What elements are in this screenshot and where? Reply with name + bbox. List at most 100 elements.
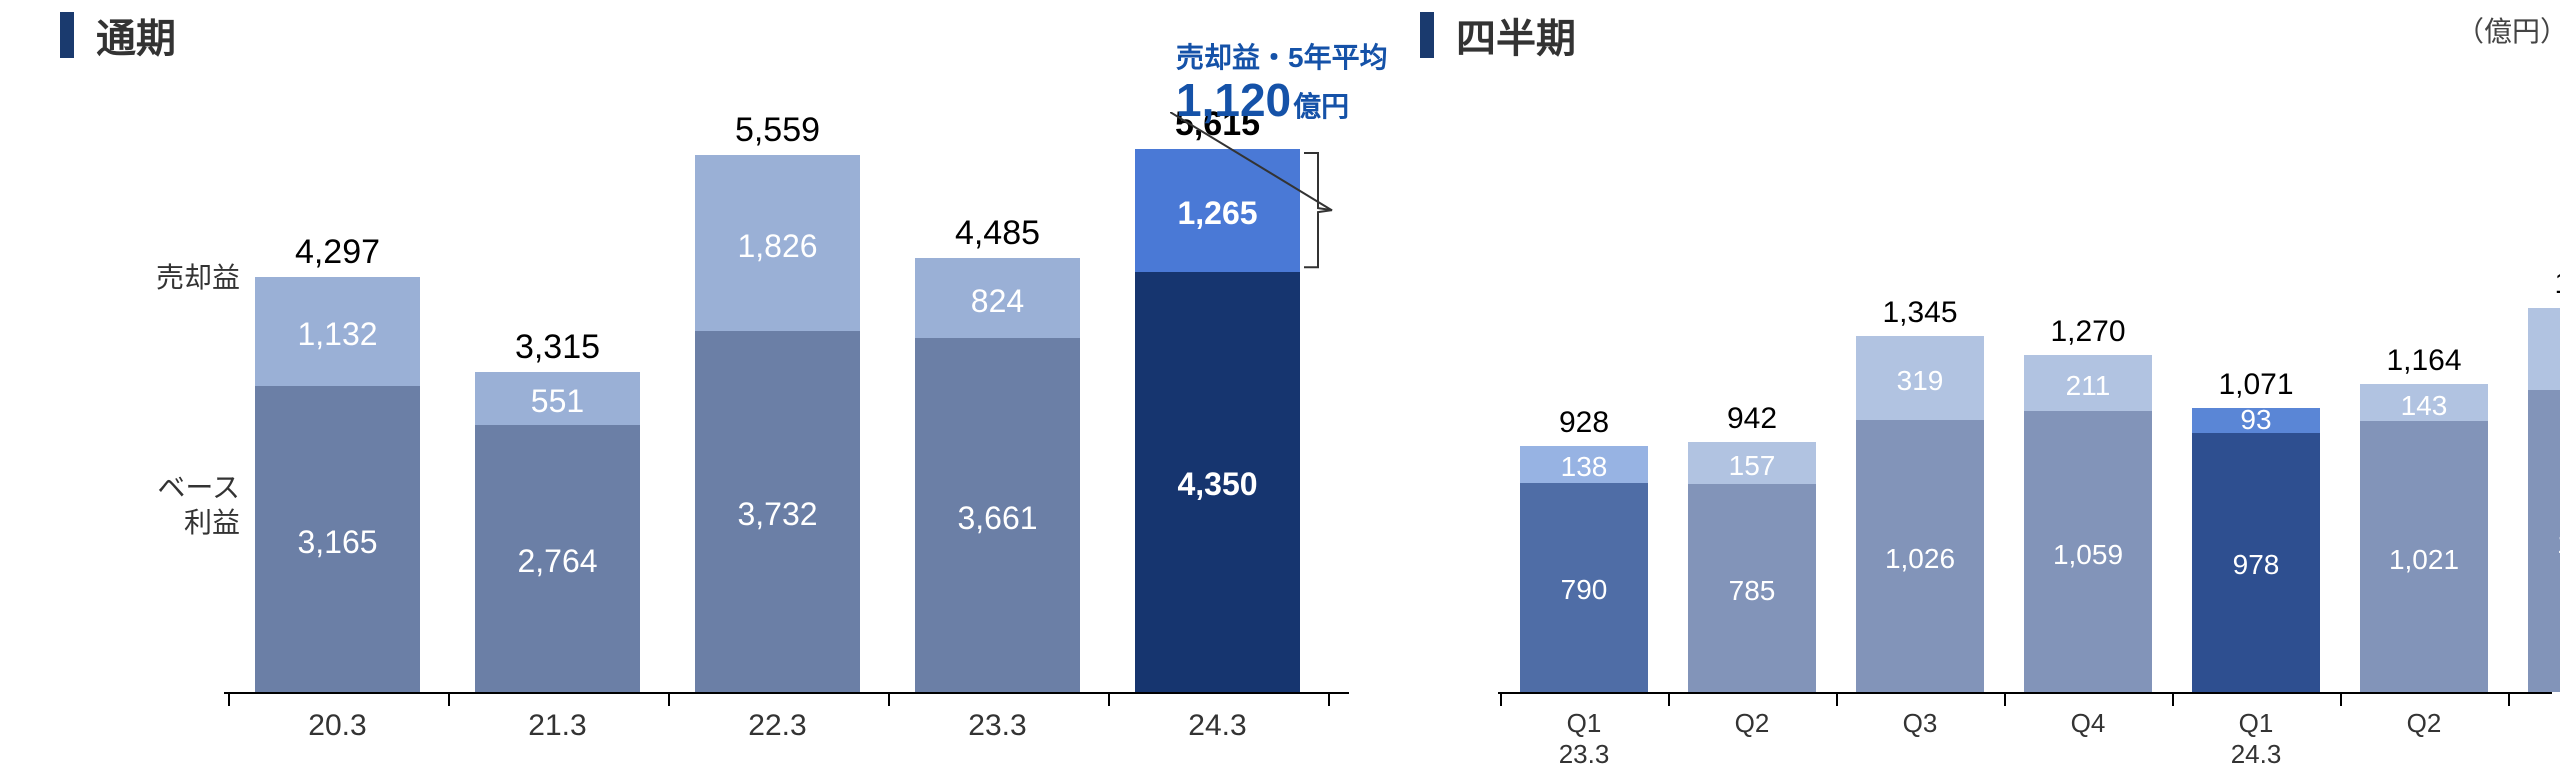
left-chart-segment: 3,661 [915, 338, 1080, 692]
left-chart-total-label: 4,297 [255, 233, 420, 272]
axis-line1: 20.3 [308, 708, 366, 744]
right-chart-axis-tick [1836, 692, 1838, 706]
left_chart-title-text: 通期 [96, 6, 176, 64]
right-chart-segment: 978 [2192, 433, 2320, 692]
axis-line2: 24.3 [2231, 739, 2282, 770]
right-chart-total-label: 1,345 [1856, 296, 1984, 330]
right-chart-axis-label: Q123.3 [1520, 708, 1648, 770]
right-chart-segment: 1,026 [1856, 420, 1984, 692]
right-chart-axis-label: 3Q [2528, 708, 2560, 770]
left-chart-bar: 4,485 824 3,661 [915, 112, 1080, 692]
right-chart-segment-value: 138 [1520, 445, 1648, 483]
right-chart-segment-value: 157 [1688, 444, 1816, 482]
right-chart-segment-value: 309 [2528, 330, 2560, 368]
right-chart-axis-label: Q3 [1856, 708, 1984, 770]
left-chart-bar: 4,297 1,132 3,165 [255, 112, 420, 692]
callout-line1: 売却益・5年平均 [1176, 42, 1388, 74]
right-chart-segment-value: 93 [2192, 408, 2320, 433]
left-chart-segment-value: 824 [915, 277, 1080, 320]
right-chart-axis-tick [2004, 692, 2006, 706]
right-chart-axis-tick [2172, 692, 2174, 706]
right-chart-axis-tick [1668, 692, 1670, 706]
right-chart-total-label: 1,270 [2024, 315, 2152, 349]
right-chart-total-label: 1,071 [2192, 368, 2320, 402]
left-chart-axis-labels: 20.321.322.323.324.3 [255, 708, 1300, 744]
left-chart-segment: 551 [475, 372, 640, 425]
axis-line2 [1748, 739, 1755, 770]
right-chart-total-label: 942 [1688, 402, 1816, 436]
axis-line1: Q1 [1567, 708, 1602, 739]
left-chart-segment-value: 551 [475, 377, 640, 420]
left-chart-plot: 4,2971,1323,1653,3155512,7645,5591,8263,… [255, 112, 1300, 692]
left-chart-axis-tick [888, 692, 890, 706]
axis-line1: Q4 [2071, 708, 2106, 739]
left-chart-segment: 3,165 [255, 386, 420, 692]
left-chart-axis-tick [448, 692, 450, 706]
right-chart-plot: 9281387909421577851,3453191,0261,2702111… [1520, 162, 2560, 692]
right-chart-axis-tick [2340, 692, 2342, 706]
accent-bar-icon [60, 12, 74, 58]
left-chart-total-label: 4,485 [915, 214, 1080, 253]
axis-line1: 21.3 [528, 708, 586, 744]
right-chart-segment: 211 [2024, 355, 2152, 411]
callout-line2: 1,120億円 [1176, 74, 1388, 127]
left-chart-total-label: 3,315 [475, 328, 640, 367]
left-chart-bar: 3,3155512,764 [475, 112, 640, 692]
right-chart-segment-value: 1,026 [1856, 537, 1984, 575]
right-chart-axis-label: Q4 [2024, 708, 2152, 770]
right_chart-title: 四半期 [1420, 6, 1576, 64]
right-chart-segment: 157 [1688, 442, 1816, 484]
right-chart-axis-label: Q124.3 [2192, 708, 2320, 770]
right-chart-axis-line [1498, 692, 2552, 694]
right-chart-axis-label: Q2 [2360, 708, 2488, 770]
left-chart-axis-tick [1328, 692, 1330, 706]
right-chart-bar: 1,164 143 1,021 [2360, 162, 2488, 692]
right-chart-segment: 143 [2360, 384, 2488, 422]
right-chart-total-label: 1,164 [2360, 344, 2488, 378]
right_chart-title-text: 四半期 [1456, 6, 1576, 64]
right-chart-total-label: 1,451 [2528, 267, 2560, 301]
right-chart-segment-value: 1,021 [2360, 538, 2488, 576]
left-chart-axis-tick [668, 692, 670, 706]
right-chart-segment: 319 [1856, 336, 1984, 421]
right-chart-segment: 785 [1688, 484, 1816, 692]
left-chart-segment: 824 [915, 258, 1080, 338]
left-chart-total-label: 5,559 [695, 111, 860, 150]
axis-line1: 23.3 [968, 708, 1026, 744]
right-chart-bar: 1,345 319 1,026 [1856, 162, 1984, 692]
left-chart-segment-value: 1,826 [695, 222, 860, 265]
left-chart-segment-value: 3,165 [255, 518, 420, 561]
unit-label: （億円） [2456, 10, 2560, 50]
right-chart-segment-value: 1,059 [2024, 533, 2152, 571]
axis-line1: Q3 [1903, 708, 1938, 739]
axis-line1: Q2 [1735, 708, 1770, 739]
left-chart-segment: 1,132 [255, 277, 420, 386]
right-chart-segment: 138 [1520, 446, 1648, 483]
right-chart-segment-value: 978 [2192, 543, 2320, 581]
right-chart-bar: 1,451 309 1,141 [2528, 162, 2560, 692]
axis-line1: Q1 [2239, 708, 2274, 739]
left-chart-segment: 4,350 [1135, 272, 1300, 693]
left-chart-segment: 1,826 [695, 155, 860, 332]
left-chart-segment: 3,732 [695, 331, 860, 692]
right-chart-segment: 1,141 [2528, 390, 2560, 692]
right-chart-total-label: 928 [1520, 406, 1648, 440]
left-chart-axis-label: 24.3 [1135, 708, 1300, 744]
right-chart-segment: 1,059 [2024, 411, 2152, 692]
right-chart-segment: 1,021 [2360, 421, 2488, 692]
left_chart-title: 通期 [60, 6, 176, 64]
axis-line1: Q2 [2407, 708, 2442, 739]
axis-line1: 24.3 [1188, 708, 1246, 744]
left-chart-bar: 5,559 1,826 3,732 [695, 112, 860, 692]
right-chart-segment: 309 [2528, 308, 2560, 390]
right-chart-axis-label: Q2 [1688, 708, 1816, 770]
right-chart-segment-value: 211 [2024, 364, 2152, 402]
right-chart-segment-value: 319 [1856, 359, 1984, 397]
legend-top-label: 売却益 [150, 260, 240, 295]
right-chart-axis-tick [1500, 692, 1502, 706]
axis-line2 [2084, 739, 2091, 770]
left-chart-axis-label: 23.3 [915, 708, 1080, 744]
left-chart-axis-tick [1108, 692, 1110, 706]
axis-line2: 23.3 [1559, 739, 1610, 770]
left-chart-axis-label: 20.3 [255, 708, 420, 744]
